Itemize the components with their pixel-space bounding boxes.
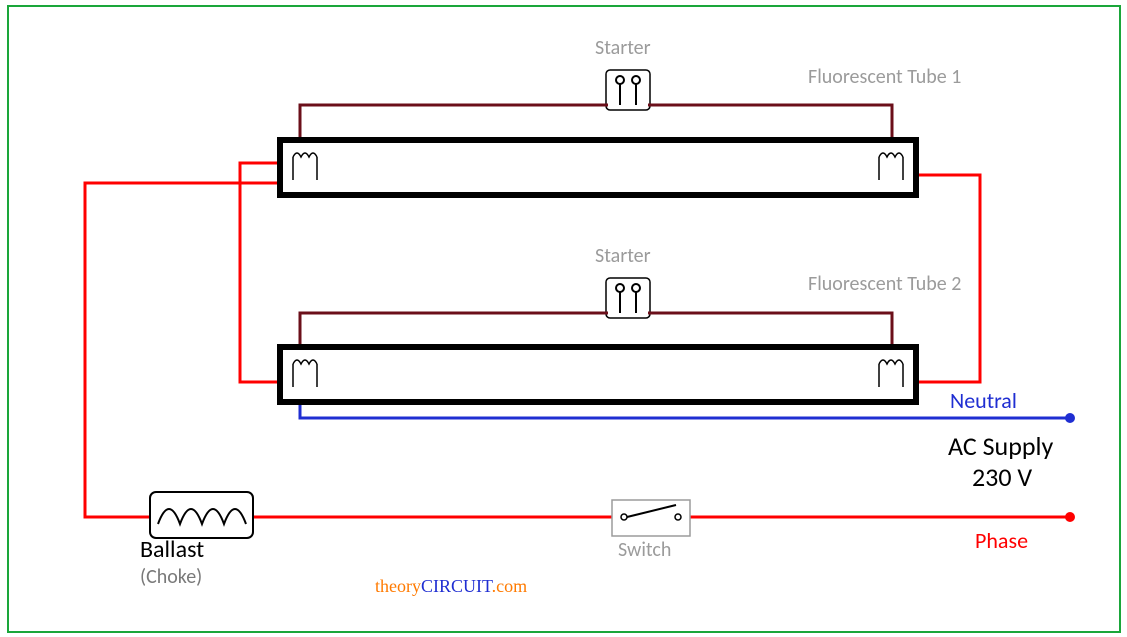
terminal-phase xyxy=(1065,512,1075,522)
starter-1 xyxy=(596,70,660,110)
brand-part-1: theory xyxy=(375,576,421,596)
label-ac-supply-2: 230 V xyxy=(972,461,1032,493)
starter-2 xyxy=(596,278,660,318)
label-ballast: Ballast xyxy=(140,535,204,564)
label-phase: Phase xyxy=(975,527,1028,554)
fluorescent-tube-2 xyxy=(280,347,916,402)
fluorescent-tube-1 xyxy=(280,140,916,195)
ballast-choke xyxy=(150,492,253,538)
label-starter-1: Starter xyxy=(595,36,651,60)
brand-part-3: .com xyxy=(492,576,528,596)
label-neutral: Neutral xyxy=(950,387,1017,414)
label-starter-2: Starter xyxy=(595,244,651,268)
switch xyxy=(612,500,690,536)
terminal-neutral xyxy=(1065,413,1075,423)
circuit-diagram: Starter Fluorescent Tube 1 Starter Fluor… xyxy=(0,0,1127,637)
label-tube-1: Fluorescent Tube 1 xyxy=(808,65,961,89)
label-ac-supply-1: AC Supply xyxy=(948,430,1053,462)
wire-starter2 xyxy=(300,313,892,347)
label-switch: Switch xyxy=(618,538,671,562)
label-tube-2: Fluorescent Tube 2 xyxy=(808,272,961,296)
label-choke: (Choke) xyxy=(140,565,202,589)
wire-starter1 xyxy=(300,105,892,140)
brand-part-2: CIRCUIT xyxy=(421,576,493,596)
brand-label: theoryCIRCUIT.com xyxy=(375,576,527,596)
